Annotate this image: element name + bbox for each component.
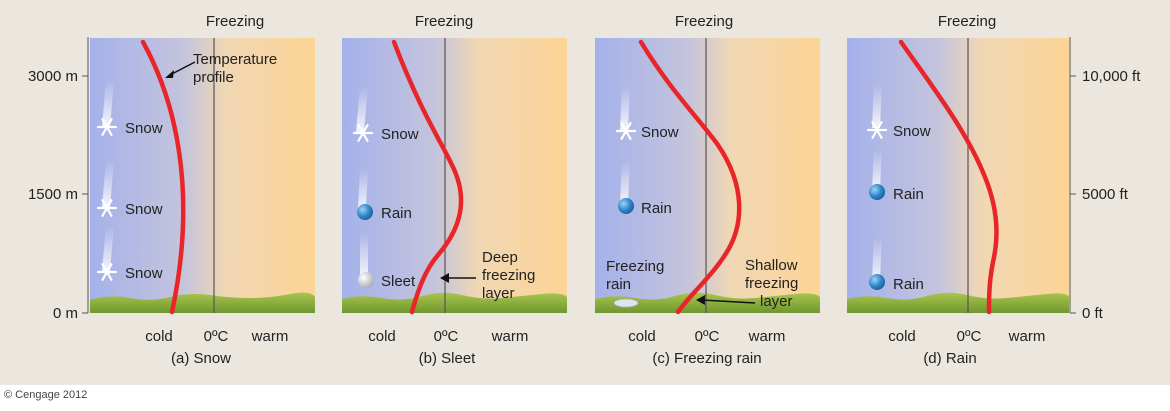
- panel-a-annotation-line-2: profile: [193, 69, 234, 86]
- left-axis-label-mid: 1500 m: [28, 186, 78, 203]
- panel-a-label-2: Snow: [125, 201, 163, 218]
- figure-svg: 3000 m 1500 m 0 m 10,000 ft 5000 ft 0 ft…: [28, 13, 1141, 367]
- panel-d-sky: [847, 38, 1069, 313]
- panel-a-label-3: Snow: [125, 265, 163, 282]
- panel-c-trail-1: [620, 86, 630, 130]
- right-axis-label-mid: 5000 ft: [1082, 186, 1129, 203]
- panel-b-cold-label: cold: [368, 328, 396, 345]
- panel-c-trail-2: [620, 162, 630, 204]
- panel-a-snowflake-icon-3: [96, 263, 118, 281]
- panel-c-temperature-profile: [638, 39, 742, 315]
- panel-freezing-rain: Freezing Snow Rain Freezing rain Shallow…: [595, 13, 820, 367]
- panel-c-warm-label: warm: [748, 328, 786, 345]
- panel-b-arrowhead-icon: [440, 273, 449, 283]
- panel-c-ground: [595, 292, 820, 313]
- panel-b-temperature-profile: [391, 39, 464, 315]
- panel-d-warm-label: warm: [1008, 328, 1046, 345]
- panel-c-label-1: Snow: [641, 124, 679, 141]
- panel-a-snowflake-icon-1: [96, 118, 118, 136]
- panel-sleet: Freezing Snow Rain Sleet Deep freezing l…: [342, 13, 567, 367]
- panel-a-arrowhead-icon: [165, 70, 174, 78]
- panel-a-warm-label: warm: [251, 328, 289, 345]
- panel-b-caption: (b) Sleet: [419, 350, 477, 367]
- panel-c-snowflake-icon: [615, 122, 637, 140]
- panel-c-annotation-arrow: [701, 299, 756, 304]
- panel-a-caption: (a) Snow: [171, 350, 231, 367]
- panel-b-header: Freezing: [415, 13, 473, 30]
- panel-rain: Freezing Snow Rain Rain cold 0ºC warm (d…: [847, 13, 1069, 367]
- panel-b-trail-2: [358, 168, 368, 210]
- panel-c-annotation-line-2: freezing: [745, 275, 798, 292]
- panel-c-label-3: Freezing: [606, 258, 664, 275]
- panel-c-ice-glaze-icon: [613, 298, 639, 308]
- panel-a-temperature-profile: [140, 39, 186, 315]
- panel-b-sleet-pellet-icon: [358, 272, 374, 288]
- panel-d-header: Freezing: [938, 13, 996, 30]
- panel-c-annotation-line-1: Shallow: [745, 257, 798, 274]
- panel-b-zero-label: 0ºC: [434, 328, 459, 345]
- copyright-credit: © Cengage 2012: [4, 389, 88, 401]
- panel-c-header: Freezing: [675, 13, 733, 30]
- left-axis-label-bottom: 0 m: [53, 305, 78, 322]
- panel-d-ground: [847, 292, 1069, 313]
- panel-c-raindrop-icon: [618, 198, 634, 214]
- right-axis-label-top: 10,000 ft: [1082, 68, 1141, 85]
- panel-b-annotation-line-3: layer: [482, 285, 515, 302]
- panel-d-temperature-profile: [898, 39, 999, 315]
- panel-b-label-3: Sleet: [381, 273, 416, 290]
- panel-b-raindrop-icon: [357, 204, 373, 220]
- panel-b-trail-3: [360, 232, 368, 276]
- panel-a-annotation-line-1: Temperature: [193, 51, 277, 68]
- panel-d-trail-2: [872, 150, 882, 190]
- panel-a-trail-3: [102, 226, 114, 271]
- panel-c-sky: [595, 38, 820, 313]
- panel-d-trail-3: [872, 238, 882, 280]
- panel-a-zero-label: 0ºC: [204, 328, 229, 345]
- panel-d-caption: (d) Rain: [923, 350, 976, 367]
- panel-b-label-1: Snow: [381, 126, 419, 143]
- panel-d-trail-1: [872, 84, 882, 128]
- panel-a-sky: [90, 38, 315, 313]
- panel-d-label-2: Rain: [893, 186, 924, 203]
- panel-c-label-2: Rain: [641, 200, 672, 217]
- panel-d-cold-label: cold: [888, 328, 916, 345]
- panel-d-snowflake-icon: [866, 121, 888, 139]
- panel-c-caption: (c) Freezing rain: [652, 350, 761, 367]
- panel-b-snowflake-icon: [352, 124, 374, 142]
- panel-d-label-3: Rain: [893, 276, 924, 293]
- panel-d-raindrop-icon-1: [869, 184, 885, 200]
- panel-b-label-2: Rain: [381, 205, 412, 222]
- panel-a-trail-2: [102, 160, 114, 207]
- left-axis-label-top: 3000 m: [28, 68, 78, 85]
- right-axis: 10,000 ft 5000 ft 0 ft: [1069, 37, 1141, 322]
- panel-b-ground: [342, 292, 567, 313]
- panel-snow: Freezing Snow Snow Snow: [90, 13, 315, 367]
- panel-c-arrowhead-icon: [696, 295, 705, 305]
- panel-c-label-4: rain: [606, 276, 631, 293]
- panel-c-annotation-line-3: layer: [760, 293, 793, 310]
- panel-b-annotation-line-1: Deep: [482, 249, 518, 266]
- left-axis: 3000 m 1500 m 0 m: [28, 37, 89, 322]
- panel-b-warm-label: warm: [491, 328, 529, 345]
- panel-c-cold-label: cold: [628, 328, 656, 345]
- panel-b-annotation-line-2: freezing: [482, 267, 535, 284]
- panel-a-label-1: Snow: [125, 120, 163, 137]
- panel-b-trail-1: [356, 86, 368, 132]
- right-axis-label-bottom: 0 ft: [1082, 305, 1104, 322]
- panel-a-cold-label: cold: [145, 328, 173, 345]
- panel-c-zero-label: 0ºC: [695, 328, 720, 345]
- panel-a-ground: [90, 292, 315, 313]
- panel-d-zero-label: 0ºC: [957, 328, 982, 345]
- panel-a-trail-1: [102, 80, 114, 126]
- panel-d-label-1: Snow: [893, 123, 931, 140]
- panel-a-snowflake-icon-2: [96, 199, 118, 217]
- panel-a-header: Freezing: [206, 13, 264, 30]
- panel-d-raindrop-icon-2: [869, 274, 885, 290]
